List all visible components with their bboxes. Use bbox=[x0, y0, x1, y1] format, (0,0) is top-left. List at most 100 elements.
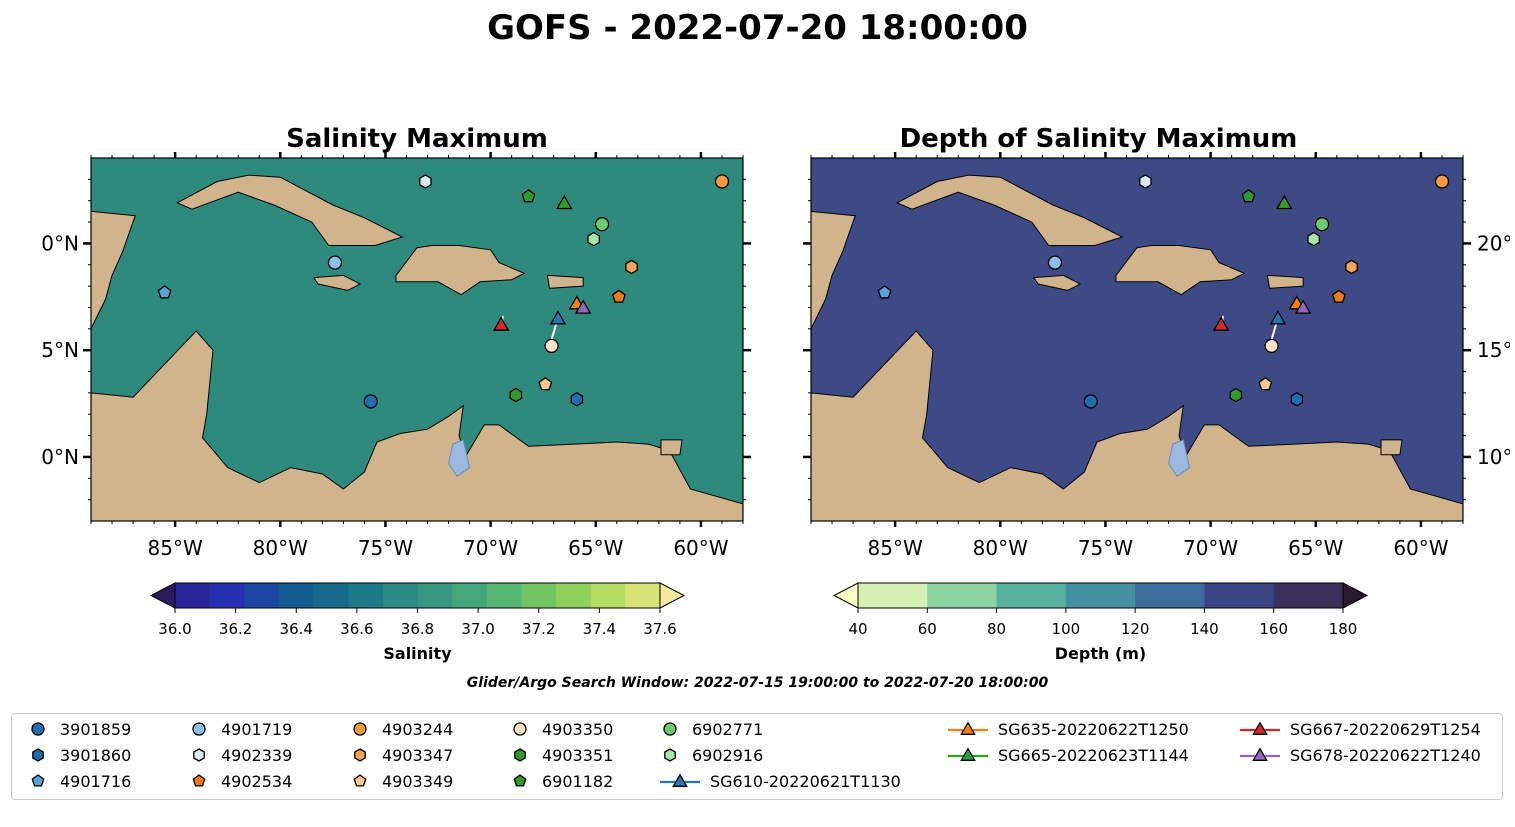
legend-item-4903244: 4903244 bbox=[350, 718, 453, 740]
legend-item-SG635-20220622T1250: SG635-20220622T1250 bbox=[948, 718, 1189, 740]
legend-label: 4903350 bbox=[542, 719, 614, 739]
colorbar-band bbox=[1135, 583, 1205, 608]
argo-marker-icon bbox=[32, 748, 44, 762]
colorbar-band bbox=[348, 583, 384, 608]
map-frame bbox=[90, 157, 744, 522]
glider-SG665-20220623T1144 bbox=[1275, 194, 1293, 210]
legend-marker bbox=[192, 774, 206, 787]
argo-3901860 bbox=[1290, 392, 1304, 407]
legend-item-4903351: 4903351 bbox=[510, 744, 613, 766]
colorbar-tick-label: 36.6 bbox=[340, 620, 373, 638]
colorbar-frame bbox=[857, 582, 1344, 609]
argo-marker-icon bbox=[514, 748, 526, 762]
x-tick-label: 75°W bbox=[358, 536, 413, 558]
land-5 bbox=[546, 274, 584, 289]
legend-marker bbox=[31, 722, 45, 736]
legend-marker bbox=[353, 774, 367, 787]
argo-4901719 bbox=[1047, 255, 1063, 270]
colorbar-tick-label: 37.4 bbox=[583, 620, 616, 638]
x-tick-label: 75°W bbox=[1078, 536, 1133, 558]
argo-marker-icon bbox=[664, 748, 676, 762]
y-tick-label: 15°N bbox=[1477, 338, 1510, 362]
colorbar-tick-label: 160 bbox=[1259, 620, 1288, 638]
colorbar-extend-low bbox=[832, 582, 859, 609]
argo-4903349 bbox=[538, 376, 553, 391]
glider-marker-icon bbox=[1240, 747, 1280, 761]
land-2 bbox=[896, 174, 1124, 246]
legend-item-4901716: 4901716 bbox=[28, 770, 131, 792]
colorbar-extend-low bbox=[149, 582, 176, 609]
salinity-colorbar: 36.0 36.2 36.4 36.6 36.8 37.0 37.2 37.4 37.6 bbox=[149, 582, 686, 638]
x-tick-label: 60°W bbox=[1393, 536, 1448, 558]
land-3 bbox=[395, 245, 526, 296]
legend-item-3901859: 3901859 bbox=[28, 718, 131, 740]
colorbar-band bbox=[244, 583, 280, 608]
legend-label: SG610-20220621T1130 bbox=[710, 771, 901, 791]
colorbar-tick-label: 36.2 bbox=[219, 620, 252, 638]
legend-label: 4903349 bbox=[382, 771, 454, 791]
y-tick-label: 20°N bbox=[40, 231, 79, 255]
colorbar-tick-label: 80 bbox=[987, 620, 1006, 638]
land-6 bbox=[660, 439, 683, 456]
x-tick-label: 85°W bbox=[868, 536, 923, 558]
legend-label: 4903244 bbox=[382, 719, 454, 739]
colorbar-band bbox=[521, 583, 557, 608]
argo-marker-icon bbox=[513, 722, 527, 736]
argo-4903244 bbox=[1434, 174, 1450, 189]
argo-6902771 bbox=[1314, 217, 1330, 232]
argo-4903350 bbox=[1264, 338, 1279, 354]
colorbar-tick-label: 37.6 bbox=[643, 620, 676, 638]
argo-6901182 bbox=[521, 189, 536, 203]
legend-marker bbox=[672, 773, 688, 787]
argo-4902534 bbox=[611, 289, 626, 303]
search-window-note: Glider/Argo Search Window: 2022-07-15 19… bbox=[466, 675, 1049, 691]
argo-marker-icon bbox=[663, 722, 677, 736]
colorbar-band bbox=[209, 583, 245, 608]
legend-item-4902534: 4902534 bbox=[189, 770, 292, 792]
land-0 bbox=[811, 158, 856, 330]
argo-4902339 bbox=[1139, 174, 1152, 189]
legend-marker bbox=[664, 748, 676, 762]
left-panel-title: Salinity Maximum bbox=[286, 124, 548, 154]
salinity-colorbar-label: Salinity bbox=[383, 644, 452, 663]
argo-4903351 bbox=[509, 387, 523, 403]
legend-label: 3901860 bbox=[60, 745, 132, 765]
x-tick-label: 70°W bbox=[1183, 536, 1238, 558]
colorbar-tick-label: 36.0 bbox=[158, 620, 191, 638]
x-tick-label: 65°W bbox=[568, 536, 623, 558]
argo-6902916 bbox=[587, 231, 600, 247]
legend-item-4903349: 4903349 bbox=[350, 770, 453, 792]
glider-marker-icon bbox=[948, 747, 988, 761]
colorbar-band bbox=[452, 583, 488, 608]
legend-marker bbox=[663, 722, 677, 736]
legend-marker bbox=[960, 747, 976, 761]
legend-item-6902916: 6902916 bbox=[660, 744, 763, 766]
legend-label: 4901716 bbox=[60, 771, 132, 791]
glider-SG667-20220629T1254 bbox=[1212, 316, 1230, 331]
map-frame bbox=[810, 157, 1464, 522]
legend-label: 4902534 bbox=[221, 771, 293, 791]
glider-SG610-20220621T1130 bbox=[1269, 310, 1287, 325]
legend-label: 4901719 bbox=[221, 719, 293, 739]
legend-label: 6901182 bbox=[542, 771, 614, 791]
colorbar-tick-label: 120 bbox=[1121, 620, 1150, 638]
argo-marker-icon bbox=[192, 774, 206, 787]
argo-marker-icon bbox=[31, 722, 45, 736]
legend-label: 6902916 bbox=[692, 745, 764, 765]
land-5 bbox=[1266, 274, 1304, 289]
colorbar-band bbox=[590, 583, 626, 608]
colorbar-band bbox=[858, 583, 928, 608]
colorbar-band bbox=[996, 583, 1067, 608]
colorbar-tick-label: 36.4 bbox=[280, 620, 313, 638]
legend-item-4903350: 4903350 bbox=[510, 718, 613, 740]
legend-label: 3901859 bbox=[60, 719, 132, 739]
argo-3901860 bbox=[570, 392, 584, 407]
depth-colorbar-label: Depth (m) bbox=[1054, 644, 1147, 663]
y-tick-label: 10°N bbox=[1477, 445, 1510, 469]
argo-4903351 bbox=[1229, 387, 1243, 403]
legend-item-SG678-20220622T1240: SG678-20220622T1240 bbox=[1240, 744, 1481, 766]
glider-SG610-20220621T1130 bbox=[549, 310, 567, 325]
colorbar-tick-label: 60 bbox=[918, 620, 937, 638]
argo-4901716 bbox=[877, 285, 892, 299]
glider-marker-icon bbox=[660, 773, 700, 787]
